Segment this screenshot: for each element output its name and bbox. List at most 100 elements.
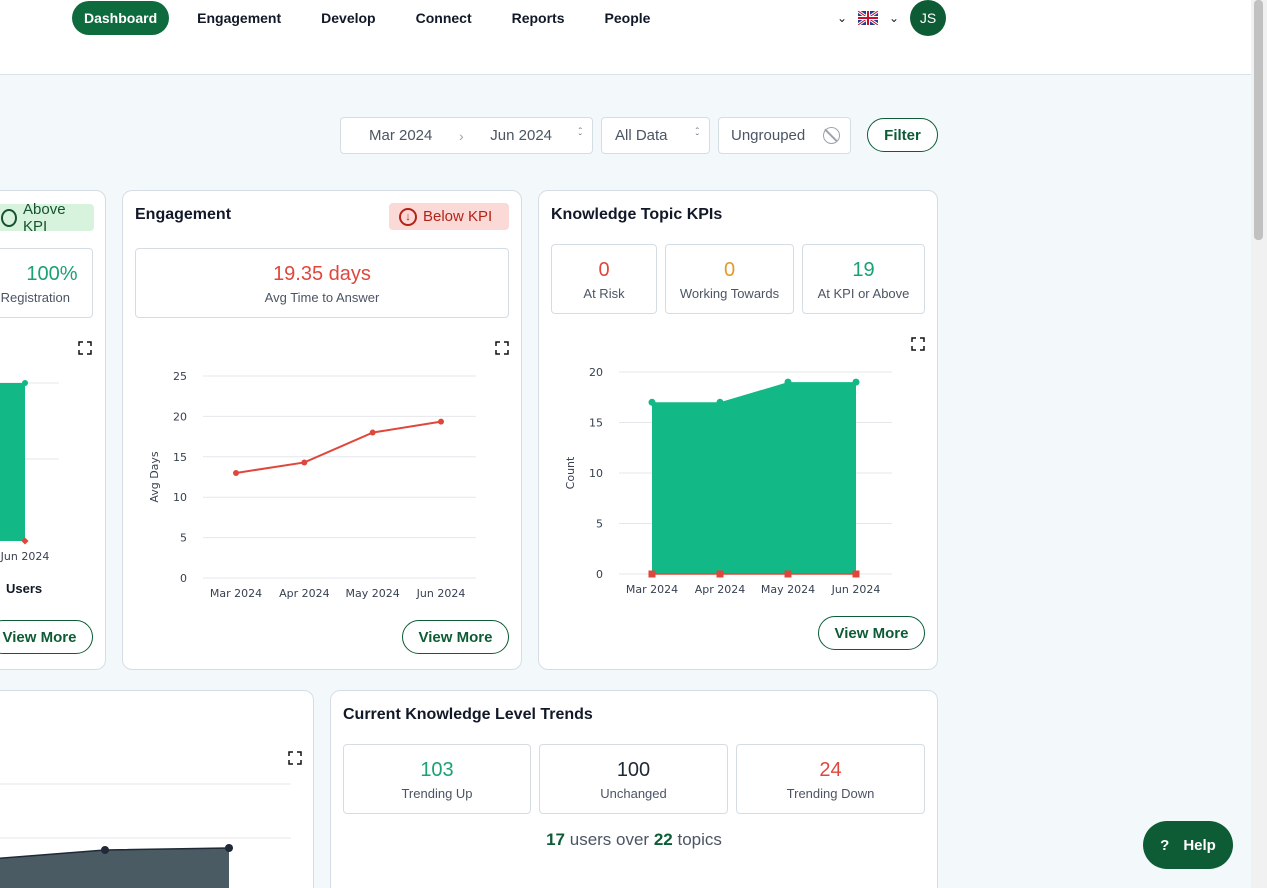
top-navigation-bar: Dashboard Engagement Develop Connect Rep… <box>0 0 1251 75</box>
stat-label: Working Towards <box>679 286 780 301</box>
data-point <box>852 570 860 578</box>
filter-button[interactable]: Filter <box>867 118 938 152</box>
stat-label: Unchanged <box>600 786 667 801</box>
data-point <box>225 844 233 852</box>
knowledge-trends-card: Current Knowledge Level Trends 103 Trend… <box>330 690 938 888</box>
stat-value: 24 <box>819 759 842 781</box>
help-label: Help <box>1183 836 1216 854</box>
at-risk-stat: 0 At Risk <box>551 244 657 314</box>
area-fill <box>0 848 229 888</box>
expand-icon[interactable] <box>495 341 509 355</box>
unchanged-stat: 100 Unchanged <box>539 744 728 814</box>
x-tick-label: Jun 2024 <box>831 583 881 596</box>
data-point <box>648 570 656 578</box>
working-towards-stat: 0 Working Towards <box>665 244 794 314</box>
stat-value: 19.35 days <box>273 263 371 285</box>
x-tick-label: Apr 2024 <box>695 583 746 596</box>
avatar[interactable]: JS <box>910 0 946 36</box>
stat-label: Registration <box>0 290 70 305</box>
data-point <box>648 398 656 406</box>
date-to: Jun 2024 <box>490 127 553 144</box>
nav-engagement[interactable]: Engagement <box>197 10 282 26</box>
registration-card: Above KPI 100% Registration Jun 2024 Use… <box>0 190 106 670</box>
scrollbar-thumb[interactable] <box>1254 0 1263 240</box>
nav-reports[interactable]: Reports <box>511 10 565 26</box>
badge-label: Below KPI <box>423 208 493 225</box>
y-tick-label: 0 <box>596 568 603 581</box>
chevron-down-icon[interactable]: ⌄ <box>836 11 848 25</box>
users-chart: Jun 2024 <box>0 380 59 563</box>
x-tick-label: Jun 2024 <box>0 550 49 563</box>
y-tick-label: 0 <box>180 572 187 585</box>
chevron-right-icon: › <box>459 127 464 144</box>
y-tick-label: 5 <box>180 532 187 545</box>
data-point <box>101 846 109 854</box>
data-point <box>301 459 308 466</box>
knowledge-chart-card <box>0 690 314 888</box>
date-from: Mar 2024 <box>369 127 433 144</box>
data-scope-value: All Data <box>615 127 668 144</box>
grouping-value: Ungrouped <box>731 127 806 144</box>
stat-value: 19 <box>852 259 875 281</box>
badge-label: Above KPI <box>23 200 66 235</box>
y-tick-label: 15 <box>173 451 187 464</box>
kpi-area-chart: 0 5 10 15 20 Mar 2024 Apr 2024 May 2024 Jun 2024… <box>564 366 892 596</box>
expand-icon[interactable] <box>911 337 925 351</box>
no-symbol-icon[interactable] <box>823 127 840 144</box>
uk-flag-icon[interactable] <box>858 11 878 25</box>
help-button[interactable]: ? Help <box>1143 821 1233 869</box>
data-point <box>21 537 29 545</box>
knowledge-kpis-card: Knowledge Topic KPIs 0 At Risk 0 Working… <box>538 190 938 670</box>
data-point <box>716 398 724 406</box>
user-count: 17 <box>546 830 565 849</box>
stat-value: 0 <box>598 259 610 281</box>
chevron-down-icon[interactable]: ⌄ <box>888 11 900 25</box>
expand-icon[interactable] <box>78 341 92 355</box>
y-tick-label: 20 <box>173 410 187 423</box>
data-point <box>716 570 724 578</box>
view-more-button[interactable]: View More <box>402 620 509 654</box>
y-tick-label: 20 <box>589 366 603 379</box>
x-tick-label: Mar 2024 <box>210 587 262 600</box>
nav-develop[interactable]: Develop <box>321 10 376 26</box>
question-mark-icon: ? <box>1160 836 1170 854</box>
view-more-button[interactable]: View More <box>818 616 925 650</box>
y-axis-label: Count <box>564 456 577 489</box>
nav-connect[interactable]: Connect <box>415 10 472 26</box>
kpi-badge-below: ↓ Below KPI <box>389 203 509 230</box>
expand-icon[interactable] <box>288 751 302 765</box>
x-tick-label: May 2024 <box>761 583 815 596</box>
at-kpi-stat: 19 At KPI or Above <box>802 244 925 314</box>
stat-value: 100% <box>26 263 78 285</box>
arrow-up-circle-icon <box>1 208 18 227</box>
data-point <box>22 380 28 386</box>
user-controls: ⌄ ⌄ JS <box>836 0 946 36</box>
data-point <box>784 378 792 386</box>
summary-text: users over <box>569 830 650 849</box>
legend-label: Users <box>6 581 43 596</box>
main-nav: Dashboard Engagement Develop Connect Rep… <box>72 1 670 35</box>
grouping-select[interactable]: Ungrouped <box>718 117 851 154</box>
stat-label: Trending Down <box>786 786 875 801</box>
avg-time-line-chart: 0 5 10 15 20 25 Mar 2024 Apr 2024 May 2024 Jun 20… <box>148 370 476 600</box>
view-more-button[interactable]: View More <box>0 620 93 654</box>
stat-label: At Risk <box>583 286 625 301</box>
y-tick-label: 15 <box>589 417 603 430</box>
data-point <box>369 429 376 436</box>
stat-label: Trending Up <box>401 786 473 801</box>
x-tick-label: Mar 2024 <box>626 583 678 596</box>
users-topics-summary: 17 users over 22 topics <box>330 830 938 850</box>
nav-people[interactable]: People <box>604 10 651 26</box>
summary-text-end: topics <box>677 830 722 849</box>
y-axis-label: Avg Days <box>148 451 161 503</box>
nav-dashboard[interactable]: Dashboard <box>72 1 170 35</box>
stat-value: 100 <box>616 759 651 781</box>
data-point <box>438 418 444 425</box>
trending-down-stat: 24 Trending Down <box>736 744 925 814</box>
stat-label: Avg Time to Answer <box>264 290 380 305</box>
